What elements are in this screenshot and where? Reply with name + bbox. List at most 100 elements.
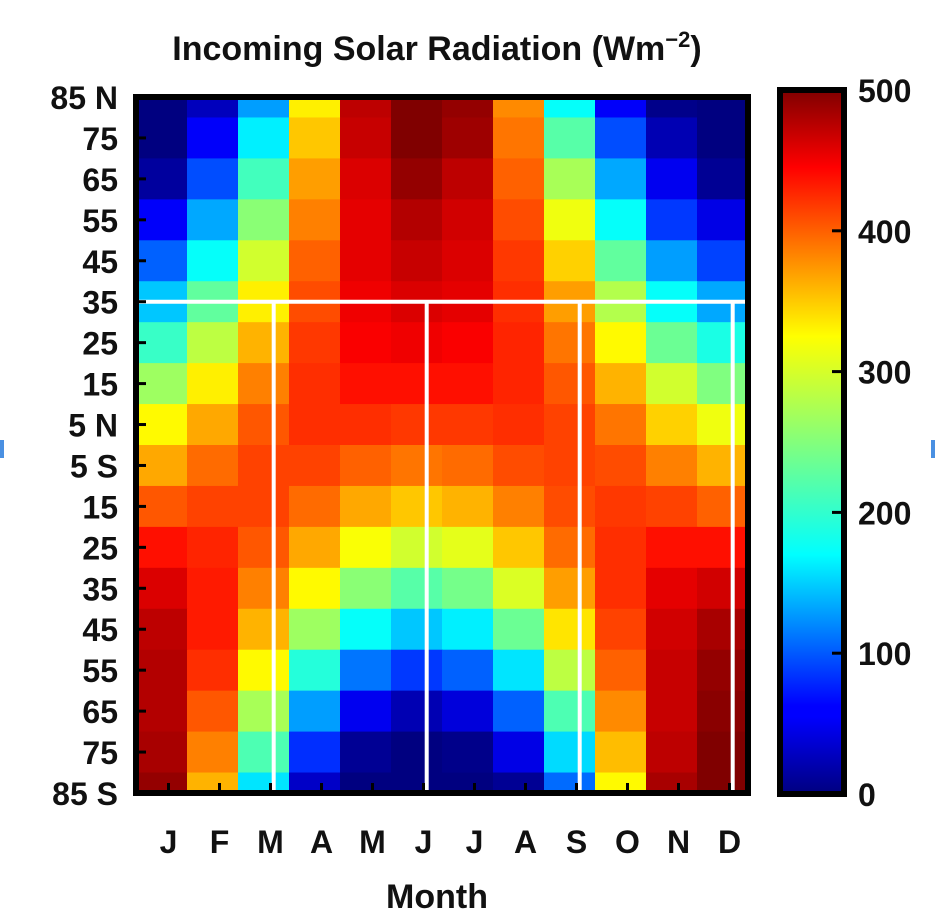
right-edge-marker (931, 440, 935, 458)
heatmap-cell (646, 445, 698, 487)
heatmap-cell (289, 731, 341, 774)
heatmap-cell (391, 567, 443, 610)
heatmap-cell (442, 608, 494, 651)
heatmap-cell (187, 199, 239, 241)
heatmap-cell (646, 158, 698, 200)
heatmap-cell (289, 404, 341, 446)
heatmap-cell (646, 567, 698, 610)
heatmap-cell (595, 199, 647, 241)
heatmap-cell (493, 322, 545, 364)
heatmap-cell (391, 240, 443, 282)
heatmap-cell (544, 567, 596, 610)
heatmap-cell (493, 690, 545, 733)
heatmap-cell (340, 608, 392, 651)
colorbar (777, 87, 847, 797)
heatmap-cell (238, 445, 290, 487)
heatmap-cell (493, 199, 545, 241)
x-tick-label: M (359, 824, 386, 860)
heatmap-cell (442, 363, 494, 405)
heatmap-cell (238, 363, 290, 405)
heatmap-cell (493, 117, 545, 160)
heatmap-cell (238, 240, 290, 282)
heatmap-cell (136, 772, 188, 794)
heatmap-cell (544, 97, 596, 119)
heatmap-cell (289, 322, 341, 364)
heatmap-cell (391, 97, 443, 119)
heatmap-cell (697, 567, 749, 610)
y-tick-label: 45 (82, 244, 118, 280)
heatmap-cell (187, 485, 239, 528)
colorbar-ticks: 0 100 200 300 400 500 (832, 73, 911, 813)
heatmap-cell (442, 731, 494, 774)
y-tick-label: 15 (82, 489, 118, 525)
heatmap-cell (493, 608, 545, 651)
x-tick-label: N (667, 824, 690, 860)
heatmap-cell (493, 363, 545, 405)
heatmap-cell (238, 485, 290, 528)
colorbar-tick-label: 500 (858, 73, 911, 109)
heatmap-cell (442, 485, 494, 528)
heatmap-cell (340, 649, 392, 692)
x-tick-label: A (514, 824, 537, 860)
heatmap-cell (544, 363, 596, 405)
x-tick-label: A (310, 824, 333, 860)
heatmap-cell (646, 240, 698, 282)
y-tick-label: 85 N (50, 80, 118, 116)
heatmap-cell (544, 404, 596, 446)
heatmap-cell (187, 731, 239, 774)
colorbar-tick-label: 200 (858, 495, 911, 531)
heatmap-cell (187, 690, 239, 733)
heatmap-cell (442, 567, 494, 610)
heatmap-cell (340, 731, 392, 774)
heatmap-cell (391, 649, 443, 692)
heatmap-cell (289, 363, 341, 405)
heatmap-cell (595, 690, 647, 733)
heatmap-cell (442, 322, 494, 364)
heatmap-cell (442, 117, 494, 160)
heatmap-cell (289, 772, 341, 794)
heatmap-cell (391, 690, 443, 733)
heatmap-cell (187, 158, 239, 200)
y-tick-label: 15 (82, 367, 118, 403)
y-tick-label: 85 S (52, 776, 118, 812)
heatmap-cell (340, 363, 392, 405)
heatmap-cell (697, 526, 749, 569)
heatmap-cell (238, 649, 290, 692)
heatmap-cell (340, 97, 392, 119)
x-tick-label: M (257, 824, 284, 860)
y-tick-label: 55 (82, 653, 118, 689)
heatmap-cell (646, 404, 698, 446)
heatmap-cell (697, 158, 749, 200)
y-tick-label: 5 N (68, 408, 118, 444)
heatmap-cell (646, 97, 698, 119)
left-edge-marker (0, 440, 4, 458)
heatmap-cell (697, 649, 749, 692)
x-tick-label: D (718, 824, 741, 860)
heatmap-cell (442, 199, 494, 241)
heatmap-cell (340, 772, 392, 794)
heatmap-cell (493, 567, 545, 610)
y-tick-label: 75 (82, 735, 118, 771)
heatmap-cell (697, 322, 749, 364)
heatmap-cell (238, 117, 290, 160)
heatmap-cell (646, 363, 698, 405)
heatmap-cell (595, 772, 647, 794)
heatmap-cell (646, 731, 698, 774)
heatmap-cell (289, 526, 341, 569)
y-tick-label: 35 (82, 285, 118, 321)
heatmap-cell (442, 445, 494, 487)
heatmap-cell (646, 117, 698, 160)
heatmap-cell (493, 445, 545, 487)
heatmap-cell (340, 199, 392, 241)
y-tick-label: 55 (82, 203, 118, 239)
heatmap-cell (340, 485, 392, 528)
heatmap-cell (544, 649, 596, 692)
heatmap-cell (697, 97, 749, 119)
heatmap-cell (187, 404, 239, 446)
heatmap-cell (391, 158, 443, 200)
heatmap-cell (238, 322, 290, 364)
y-tick-label: 25 (82, 326, 118, 362)
heatmap-cell (340, 445, 392, 487)
heatmap-cell (391, 363, 443, 405)
heatmap-cell (646, 526, 698, 569)
